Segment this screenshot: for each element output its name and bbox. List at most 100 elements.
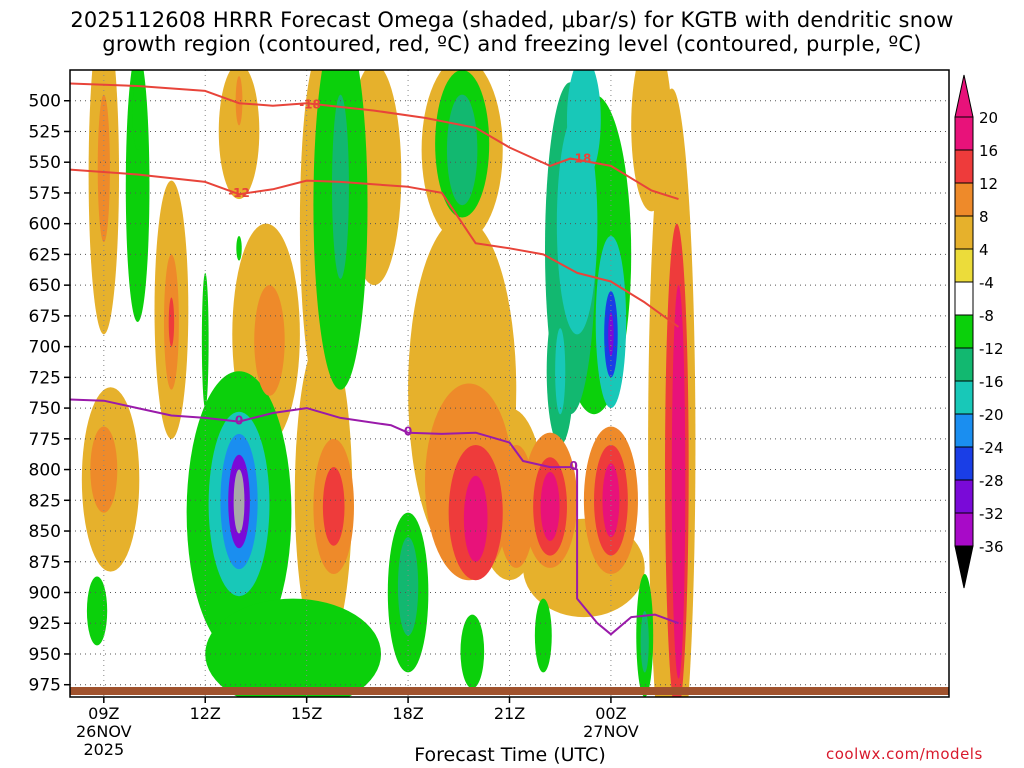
descent-region-3 — [125, 70, 150, 322]
colorbar-bin-8 — [954, 380, 974, 415]
chart-title-line-1: 2025112608 HRRR Forecast Omega (shaded, … — [70, 8, 954, 32]
colorbar-bin-0 — [954, 116, 974, 151]
colorbar-label-9: -20 — [979, 406, 1004, 424]
colorbar-label-7: -12 — [979, 340, 1004, 358]
y-tick-label-725: 725 — [29, 368, 61, 388]
y-tick-label-900: 900 — [29, 584, 61, 604]
colorbar-bin-11 — [954, 479, 974, 514]
x-tick-label-00Z: 00Z — [595, 704, 626, 723]
colorbar-bin-2 — [954, 182, 974, 217]
x-tick-sublabel-09Z-1: 2025 — [83, 740, 124, 759]
ascent-region-57 — [463, 475, 488, 562]
omega-shading — [81, 70, 696, 697]
contour-label-2-2: 0 — [570, 459, 578, 473]
y-tick-label-525: 525 — [29, 122, 61, 142]
y-tick-label-950: 950 — [29, 645, 61, 665]
descent-region-43 — [332, 94, 349, 280]
source-credit: coolwx.com/models — [826, 745, 983, 763]
colorbar-bin-5 — [954, 281, 974, 316]
y-tick-label-825: 825 — [29, 491, 61, 511]
descent-region-2 — [86, 576, 108, 646]
colorbar-bin-10 — [954, 446, 974, 481]
colorbar-label-1: 16 — [979, 142, 998, 160]
colorbar-label-3: 8 — [979, 208, 989, 226]
descent-region-51 — [566, 70, 601, 181]
y-tick-label-550: 550 — [29, 153, 61, 173]
colorbar-bin-6 — [954, 314, 974, 349]
terrain-strip — [70, 687, 949, 695]
ascent-region-48 — [168, 297, 175, 347]
y-tick-label-600: 600 — [29, 215, 61, 235]
x-tick-label-21Z: 21Z — [494, 704, 525, 723]
ascent-region-46 — [322, 467, 345, 546]
colorbar-label-6: -8 — [979, 307, 994, 325]
colorbar-label-2: 12 — [979, 175, 998, 193]
colorbar-bin-7 — [954, 347, 974, 382]
y-tick-label-675: 675 — [29, 307, 61, 327]
colorbar: 20 16 12 8 4 -4 -8 -12 -16 -20 -24 -28 -32 -36 — [954, 74, 1004, 589]
contour-lines: -18 -18 -12 0 0 0 — [70, 82, 680, 636]
x-axis-label: Forecast Time (UTC) — [414, 744, 606, 766]
colorbar-bin-12 — [954, 512, 974, 547]
ascent-region-28 — [97, 94, 110, 243]
descent-region-52 — [555, 328, 566, 415]
y-tick-label-775: 775 — [29, 430, 61, 450]
colorbar-label-11: -28 — [979, 472, 1004, 490]
y-tick-label-750: 750 — [29, 399, 61, 419]
contour-2 — [70, 398, 679, 636]
y-tick-label-625: 625 — [29, 245, 61, 265]
colorbar-label-12: -32 — [979, 505, 1004, 523]
colorbar-bin-9 — [954, 413, 974, 448]
y-tick-label-925: 925 — [29, 614, 61, 634]
descent-region-0 — [236, 235, 242, 261]
ascent-region-42 — [265, 334, 274, 359]
axes: 500 525 550 575 600 625 650 675 700 725 750 775 800 8… — [29, 92, 639, 759]
ascent-region-29 — [90, 426, 118, 513]
x-tick-label-12Z: 12Z — [190, 704, 221, 723]
contour-label-0-1: -18 — [570, 152, 592, 166]
contour-label-2-1: 0 — [404, 424, 412, 438]
x-tick-label-09Z: 09Z — [88, 704, 119, 723]
descent-region-63 — [608, 312, 614, 357]
contour-label-0-0: -18 — [299, 97, 321, 111]
ascent-region-59 — [540, 472, 560, 541]
y-tick-label-875: 875 — [29, 553, 61, 573]
colorbar-bottom-cap — [954, 545, 974, 589]
y-tick-label-650: 650 — [29, 276, 61, 296]
y-tick-label-575: 575 — [29, 184, 61, 204]
y-tick-label-500: 500 — [29, 92, 61, 112]
y-tick-label-975: 975 — [29, 676, 61, 696]
y-tick-label-850: 850 — [29, 522, 61, 542]
colorbar-label-4: 4 — [979, 241, 989, 259]
colorbar-label-13: -36 — [979, 538, 1004, 556]
descent-region-15 — [460, 614, 485, 689]
ascent-region-18 — [631, 70, 672, 212]
descent-region-41 — [640, 610, 649, 673]
descent-region-37 — [397, 537, 419, 636]
x-tick-sublabel-00Z-0: 27NOV — [583, 722, 639, 741]
colorbar-bin-3 — [954, 215, 974, 250]
descent-region-22 — [205, 598, 382, 697]
contour-1 — [70, 168, 680, 328]
colorbar-label-5: -4 — [979, 274, 994, 292]
descent-region-38 — [446, 94, 478, 206]
colorbar-bin-1 — [954, 149, 974, 184]
descent-region-16 — [534, 598, 552, 673]
contour-label-2-0: 0 — [235, 413, 243, 427]
colorbar-label-0: 20 — [979, 109, 998, 127]
ascent-region-30 — [235, 76, 243, 126]
x-tick-label-15Z: 15Z — [291, 704, 322, 723]
contour-label-1-0: -12 — [228, 186, 250, 200]
y-tick-label-800: 800 — [29, 461, 61, 481]
contour-0 — [70, 82, 679, 201]
colorbar-bin-4 — [954, 248, 974, 283]
y-tick-label-700: 700 — [29, 338, 61, 358]
chart-title-line-2: growth region (contoured, red, ºC) and f… — [102, 32, 922, 56]
colorbar-top-cap — [954, 74, 974, 118]
descent-region-64 — [233, 469, 245, 534]
x-tick-sublabel-09Z-0: 26NOV — [76, 722, 132, 741]
ascent-region-58 — [671, 285, 686, 679]
colorbar-label-10: -24 — [979, 439, 1004, 457]
ascent-region-7 — [218, 70, 260, 200]
